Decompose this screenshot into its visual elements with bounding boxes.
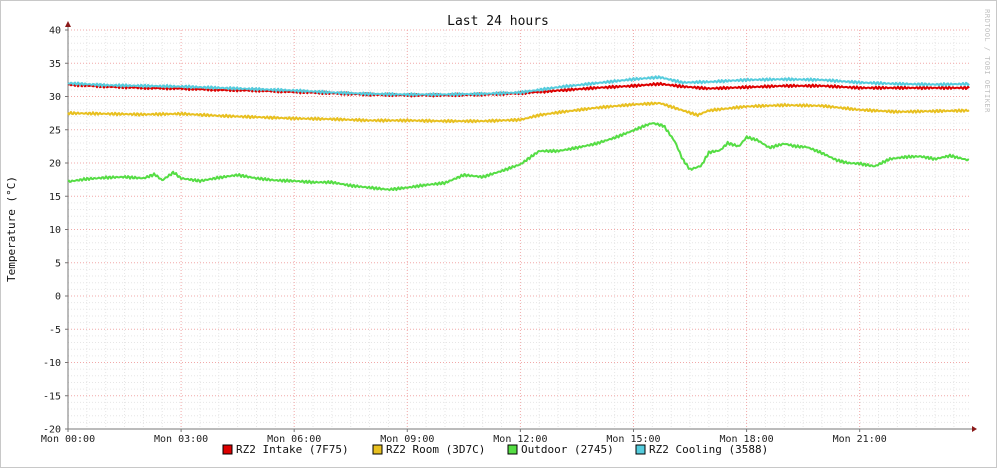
x-tick-label: Mon 18:00 (719, 434, 773, 445)
watermark: RRDTOOL / TOBI OETIKER (983, 9, 991, 113)
chart-title: Last 24 hours (447, 14, 549, 29)
legend-swatch (507, 444, 518, 455)
y-axis-ticks: 40 35 30 25 20 15 10 5 0 -5 -10 -15 -20 (43, 26, 68, 436)
x-tick-label: Mon 06:00 (267, 434, 321, 445)
legend-swatch (372, 444, 383, 455)
y-axis-arrow (65, 21, 71, 27)
y-tick-label: 0 (55, 292, 61, 303)
y-tick-label: -5 (49, 325, 61, 336)
series-line (67, 75, 970, 97)
x-axis-arrow (972, 426, 977, 432)
y-tick-label: -20 (43, 425, 61, 436)
y-tick-label: 40 (49, 26, 61, 37)
x-axis-ticks: Mon 00:00 Mon 03:00 Mon 06:00 Mon 09:00 Mon … (41, 429, 887, 445)
y-tick-label: -10 (43, 358, 61, 369)
x-tick-label: Mon 12:00 (493, 434, 547, 445)
y-tick-label: 35 (49, 59, 61, 70)
y-tick-label: 20 (49, 159, 61, 170)
series-line (67, 122, 970, 192)
y-tick-label: 10 (49, 225, 61, 236)
legend-swatch (635, 444, 646, 455)
series-lines (67, 75, 970, 192)
legend: RZ2 Intake (7F75) RZ2 Room (3D7C) Outdoor … (222, 443, 768, 456)
x-tick-label: Mon 21:00 (833, 434, 887, 445)
x-tick-label: Mon 00:00 (41, 434, 95, 445)
y-tick-label: 25 (49, 125, 61, 136)
legend-label: Outdoor (2745) (521, 443, 614, 456)
y-tick-label: 30 (49, 92, 61, 103)
legend-label: RZ2 Room (3D7C) (386, 443, 485, 456)
series-line (67, 81, 970, 98)
series-line (67, 101, 970, 124)
axes (65, 21, 977, 432)
legend-label: RZ2 Cooling (3588) (649, 443, 768, 456)
y-tick-label: 15 (49, 192, 61, 203)
x-tick-label: Mon 09:00 (380, 434, 434, 445)
x-tick-label: Mon 03:00 (154, 434, 208, 445)
y-tick-label: -15 (43, 391, 61, 402)
y-tick-label: 5 (55, 258, 61, 269)
y-axis-label: Temperature (°C) (5, 176, 18, 282)
x-tick-label: Mon 15:00 (606, 434, 660, 445)
legend-label: RZ2 Intake (7F75) (236, 443, 349, 456)
legend-swatch (222, 444, 233, 455)
